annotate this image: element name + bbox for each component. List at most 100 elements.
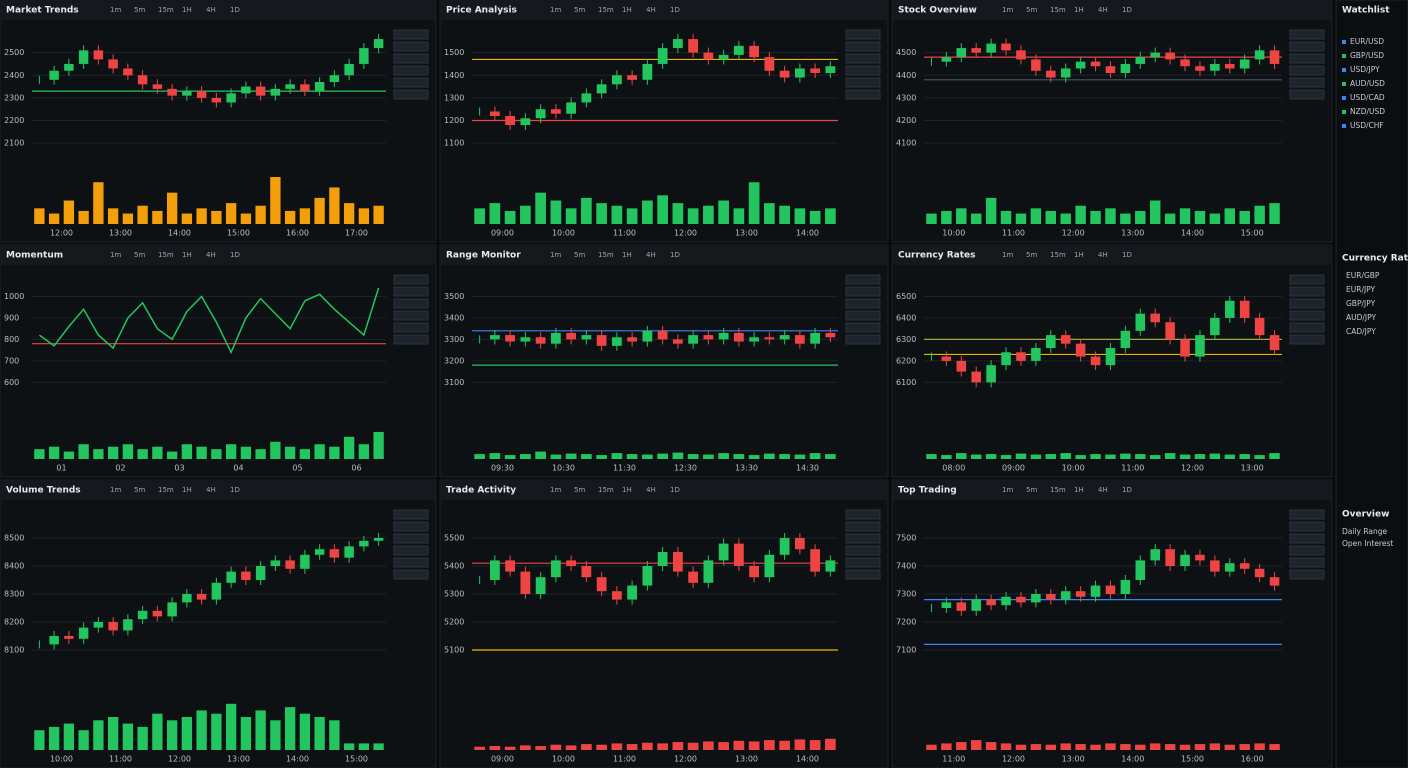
toolbar-button[interactable]: [393, 53, 429, 64]
timeframe-tab[interactable]: 1D: [1122, 251, 1132, 259]
toolbar-button[interactable]: [1289, 569, 1325, 580]
timeframe-tab[interactable]: 1m: [1002, 6, 1013, 14]
toolbar-button[interactable]: [1289, 274, 1325, 285]
toolbar-button[interactable]: [845, 322, 881, 333]
timeframe-tab[interactable]: 1H: [1074, 486, 1084, 494]
watchlist-item[interactable]: AUD/USD: [1350, 79, 1385, 88]
rate-item[interactable]: EUR/JPY: [1346, 285, 1376, 294]
timeframe-tab[interactable]: 1m: [1002, 251, 1013, 259]
timeframe-tab[interactable]: 1m: [110, 251, 121, 259]
toolbar-button[interactable]: [1289, 322, 1325, 333]
timeframe-tab[interactable]: 1D: [230, 486, 240, 494]
toolbar-button[interactable]: [845, 65, 881, 76]
toolbar-button[interactable]: [1289, 509, 1325, 520]
timeframe-tab[interactable]: 5m: [574, 486, 585, 494]
toolbar-button[interactable]: [393, 77, 429, 88]
toolbar-button[interactable]: [845, 298, 881, 309]
timeframe-tab[interactable]: 1H: [182, 6, 192, 14]
toolbar-button[interactable]: [393, 298, 429, 309]
toolbar-button[interactable]: [1289, 557, 1325, 568]
watchlist-item[interactable]: USD/CHF: [1350, 121, 1384, 130]
timeframe-tab[interactable]: 5m: [574, 251, 585, 259]
toolbar-button[interactable]: [845, 274, 881, 285]
timeframe-tab[interactable]: 4H: [646, 251, 656, 259]
toolbar-button[interactable]: [393, 89, 429, 100]
toolbar-button[interactable]: [1289, 77, 1325, 88]
watchlist-item[interactable]: EUR/USD: [1350, 37, 1384, 46]
timeframe-tab[interactable]: 1D: [670, 6, 680, 14]
timeframe-tab[interactable]: 15m: [1050, 251, 1066, 259]
rate-item[interactable]: EUR/GBP: [1346, 271, 1380, 280]
toolbar-button[interactable]: [845, 53, 881, 64]
watchlist-item[interactable]: USD/CAD: [1350, 93, 1385, 102]
toolbar-button[interactable]: [845, 77, 881, 88]
toolbar-button[interactable]: [1289, 298, 1325, 309]
watchlist-item[interactable]: GBP/USD: [1350, 51, 1384, 60]
toolbar-button[interactable]: [1289, 53, 1325, 64]
timeframe-tab[interactable]: 1H: [182, 486, 192, 494]
toolbar-button[interactable]: [393, 334, 429, 345]
timeframe-tab[interactable]: 5m: [574, 6, 585, 14]
timeframe-tab[interactable]: 15m: [1050, 486, 1066, 494]
timeframe-tab[interactable]: 5m: [1026, 486, 1037, 494]
timeframe-tab[interactable]: 5m: [134, 486, 145, 494]
toolbar-button[interactable]: [1289, 334, 1325, 345]
timeframe-tab[interactable]: 1H: [182, 251, 192, 259]
toolbar-button[interactable]: [393, 569, 429, 580]
timeframe-tab[interactable]: 4H: [646, 486, 656, 494]
toolbar-button[interactable]: [1289, 41, 1325, 52]
timeframe-tab[interactable]: 15m: [158, 6, 174, 14]
toolbar-button[interactable]: [845, 310, 881, 321]
timeframe-tab[interactable]: 1m: [550, 6, 561, 14]
toolbar-button[interactable]: [845, 29, 881, 40]
toolbar-button[interactable]: [393, 65, 429, 76]
toolbar-button[interactable]: [845, 509, 881, 520]
toolbar-button[interactable]: [393, 509, 429, 520]
toolbar-button[interactable]: [845, 89, 881, 100]
timeframe-tab[interactable]: 4H: [646, 6, 656, 14]
timeframe-tab[interactable]: 5m: [1026, 6, 1037, 14]
toolbar-button[interactable]: [393, 521, 429, 532]
rate-item[interactable]: CAD/JPY: [1346, 327, 1376, 336]
toolbar-button[interactable]: [393, 286, 429, 297]
timeframe-tab[interactable]: 1m: [1002, 486, 1013, 494]
toolbar-button[interactable]: [845, 533, 881, 544]
timeframe-tab[interactable]: 15m: [1050, 6, 1066, 14]
timeframe-tab[interactable]: 15m: [158, 251, 174, 259]
timeframe-tab[interactable]: 4H: [1098, 251, 1108, 259]
watchlist-item[interactable]: NZD/USD: [1350, 107, 1385, 116]
toolbar-button[interactable]: [393, 41, 429, 52]
toolbar-button[interactable]: [1289, 310, 1325, 321]
timeframe-tab[interactable]: 1m: [110, 6, 121, 14]
toolbar-button[interactable]: [1289, 521, 1325, 532]
rate-item[interactable]: AUD/JPY: [1346, 313, 1376, 322]
watchlist-item[interactable]: USD/JPY: [1350, 65, 1380, 74]
toolbar-button[interactable]: [845, 521, 881, 532]
toolbar-button[interactable]: [845, 334, 881, 345]
timeframe-tab[interactable]: 1m: [550, 251, 561, 259]
timeframe-tab[interactable]: 1m: [110, 486, 121, 494]
timeframe-tab[interactable]: 1D: [1122, 486, 1132, 494]
timeframe-tab[interactable]: 1H: [622, 6, 632, 14]
timeframe-tab[interactable]: 1D: [670, 486, 680, 494]
timeframe-tab[interactable]: 5m: [1026, 251, 1037, 259]
toolbar-button[interactable]: [393, 322, 429, 333]
timeframe-tab[interactable]: 4H: [206, 486, 216, 494]
timeframe-tab[interactable]: 15m: [158, 486, 174, 494]
timeframe-tab[interactable]: 1D: [670, 251, 680, 259]
timeframe-tab[interactable]: 1D: [230, 251, 240, 259]
timeframe-tab[interactable]: 4H: [1098, 6, 1108, 14]
toolbar-button[interactable]: [393, 274, 429, 285]
toolbar-button[interactable]: [393, 557, 429, 568]
timeframe-tab[interactable]: 4H: [1098, 486, 1108, 494]
toolbar-button[interactable]: [845, 41, 881, 52]
toolbar-button[interactable]: [393, 545, 429, 556]
toolbar-button[interactable]: [393, 533, 429, 544]
toolbar-button[interactable]: [845, 545, 881, 556]
toolbar-button[interactable]: [1289, 29, 1325, 40]
toolbar-button[interactable]: [845, 569, 881, 580]
toolbar-button[interactable]: [845, 286, 881, 297]
timeframe-tab[interactable]: 1D: [230, 6, 240, 14]
timeframe-tab[interactable]: 5m: [134, 6, 145, 14]
timeframe-tab[interactable]: 5m: [134, 251, 145, 259]
